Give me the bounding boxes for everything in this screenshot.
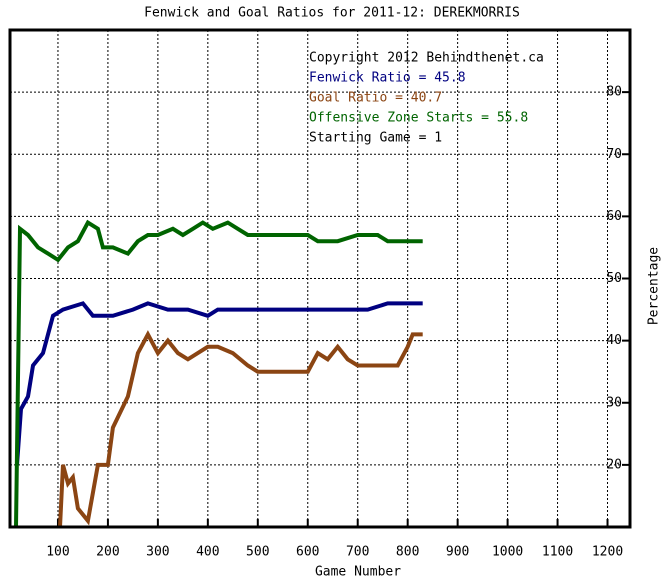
x-tick-label: 800 [396,545,419,560]
y-tick-label: 50 [606,271,622,286]
x-tick-label: 100 [46,545,69,560]
x-tick-label: 900 [446,545,469,560]
annotation: Starting Game = 1 [309,131,442,146]
plot-frame [8,28,632,529]
chart-title: Fenwick and Goal Ratios for 2011-12: DER… [144,6,520,21]
x-tick-label: 700 [346,545,369,560]
series-line [58,330,423,528]
y-tick-label: 30 [606,395,622,410]
x-tick-label: 1200 [592,545,623,560]
x-axis-label: Game Number [315,565,401,580]
legend-label: Offensive Zone Starts = 55.8 [309,111,528,126]
x-tick-label: 400 [196,545,219,560]
series-line [15,301,423,466]
y-tick-label: 40 [606,333,622,348]
y-tick-label: 20 [606,457,622,472]
y-tick-label: 80 [606,85,622,100]
x-tick-label: 1100 [542,545,573,560]
y-axis-label: Percentage [647,247,662,325]
series-line [14,219,423,528]
x-tick-label: 1000 [492,545,523,560]
x-tick-label: 200 [96,545,119,560]
annotation: Copyright 2012 Behindthenet.ca [309,51,544,66]
y-tick-label: 70 [606,147,622,162]
x-tick-label: 500 [246,545,269,560]
y-tick-label: 60 [606,209,622,224]
x-tick-label: 300 [146,545,169,560]
legend-label: Fenwick Ratio = 45.8 [309,71,466,86]
x-tick-label: 600 [296,545,319,560]
legend-label: Goal Ratio = 40.7 [309,91,442,106]
